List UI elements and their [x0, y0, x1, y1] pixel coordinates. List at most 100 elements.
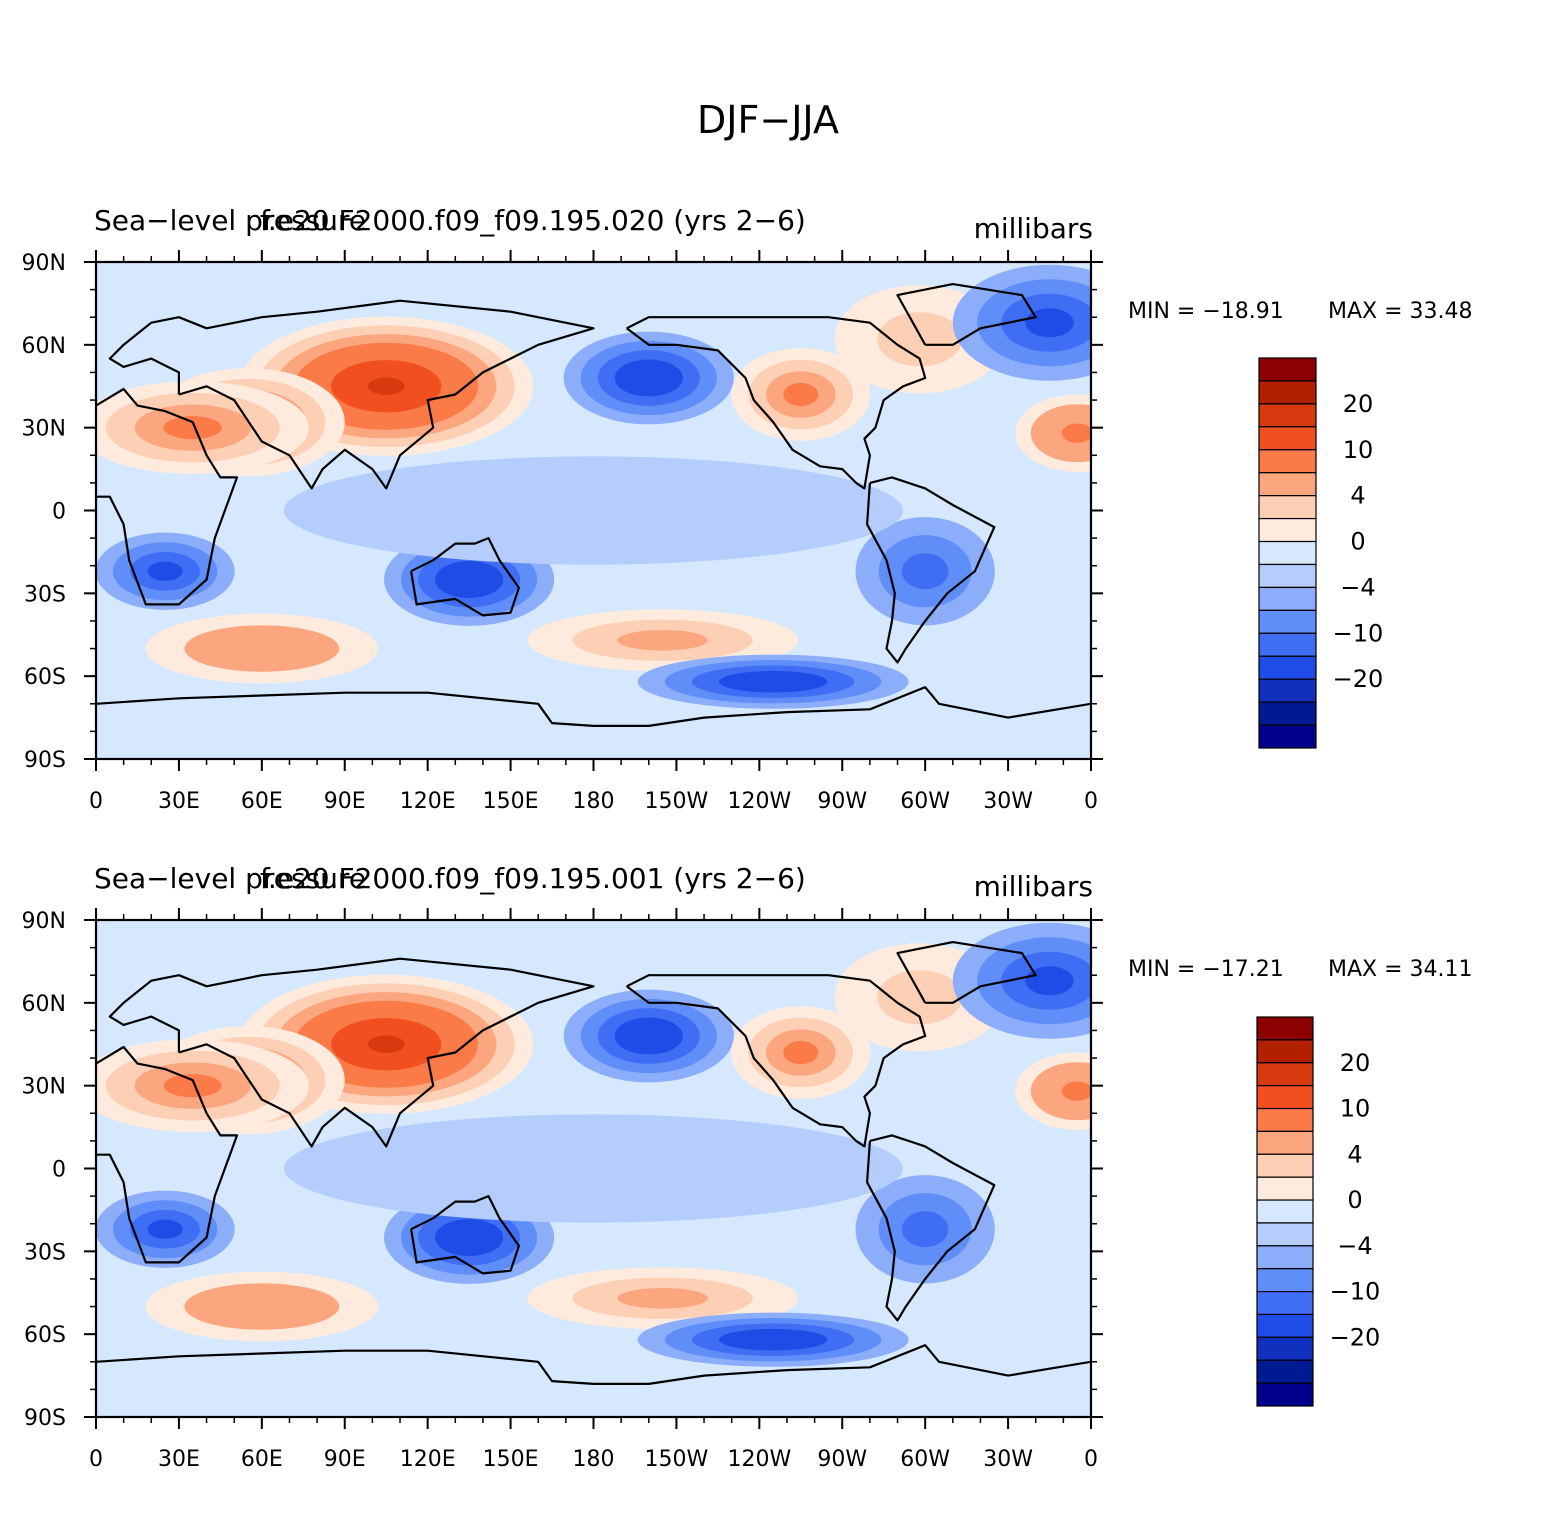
lat-tick-label: 60S [24, 1323, 66, 1348]
pressure-anomaly-contour [223, 1294, 301, 1319]
pressure-anomaly-contour [901, 1211, 949, 1248]
sea-level-pressure-map [96, 920, 1091, 1417]
colorbar-label: −10 [1333, 619, 1384, 647]
colorbar-swatch [1256, 1153, 1314, 1178]
pressure-anomaly-contour [631, 1026, 666, 1046]
map-axes: 90N 60N 30N 0 30S 60S 90S 0 30E 60E 90E 120E 150E 180… [22, 908, 1103, 1472]
coastline [96, 1045, 239, 1264]
colorbar-swatch [1258, 655, 1317, 680]
colorbar-swatch [1256, 1290, 1314, 1316]
lat-tick-label: 90S [24, 748, 66, 773]
lon-tick-label: 30W [983, 789, 1033, 814]
lat-tick-label: 30S [24, 582, 66, 607]
colorbar-label: 20 [1340, 1049, 1371, 1077]
pressure-anomaly-contour [901, 553, 949, 590]
colorbar-swatch [1256, 1245, 1314, 1270]
coastline [896, 283, 1037, 346]
colorbar-label: −4 [1337, 1232, 1372, 1260]
colorbar-swatch [1258, 449, 1317, 474]
coastline [108, 299, 595, 490]
coastline [626, 316, 927, 490]
pressure-anomaly-contour [783, 1040, 819, 1065]
pressure-anomaly-contour [1061, 423, 1091, 443]
lat-tick-label: 90N [22, 909, 66, 934]
pressure-anomaly-contour [1061, 1081, 1091, 1101]
colorbar-label: −20 [1333, 665, 1384, 693]
lat-tick-label: 0 [52, 500, 66, 525]
colorbar-label: −4 [1340, 573, 1375, 601]
lat-tick-label: 60N [22, 334, 66, 359]
pressure-anomaly-contour [746, 1334, 801, 1346]
colorbar-swatch [1258, 380, 1317, 405]
panel-max-label: MAX = 34.11 [1328, 957, 1473, 982]
pressure-anomaly-contour [223, 636, 301, 661]
colorbar-swatch [1256, 1107, 1314, 1133]
colorbar-label: 4 [1350, 482, 1365, 510]
pressure-anomaly-contour [617, 1287, 708, 1309]
colorbar-swatch [1256, 1382, 1314, 1407]
colorbar-label: 4 [1347, 1140, 1362, 1168]
colorbar-swatch [1258, 586, 1317, 611]
pressure-anomaly-contour [283, 456, 904, 565]
coastline [96, 1344, 1091, 1385]
colorbar-swatch [1258, 472, 1317, 497]
pressure-anomaly-contour [452, 1228, 487, 1247]
lon-tick-label: 90E [324, 1447, 366, 1472]
lon-tick-label: 0 [1084, 1447, 1098, 1472]
colorbar-swatch [1256, 1039, 1314, 1064]
colorbar-swatch [1258, 495, 1317, 520]
colorbar-swatch [1256, 1130, 1314, 1155]
coastline [866, 1134, 996, 1322]
panel-min-label: MIN = −17.21 [1128, 957, 1284, 982]
lon-tick-label: 0 [1084, 789, 1098, 814]
colorbar-label: 10 [1343, 436, 1374, 464]
colorbar-label: −20 [1330, 1323, 1381, 1351]
colorbar-swatch [1258, 724, 1317, 749]
colorbar-swatch [1258, 540, 1317, 566]
pressure-anomaly-contour [283, 1114, 904, 1223]
coastline [410, 1195, 520, 1275]
coastline [108, 957, 595, 1148]
colorbar-label: 0 [1350, 528, 1365, 556]
colorbar-swatch [1256, 1199, 1314, 1224]
colorbar-swatch [1256, 1176, 1314, 1201]
pressure-anomaly-contour [147, 1219, 183, 1239]
panel-field-label: Sea−level pressure [94, 862, 366, 895]
colorbar-swatch [1256, 1062, 1314, 1087]
colorbar: 20 10 4 0 −4 −10 −20 [1256, 1016, 1381, 1407]
lon-tick-label: 120W [727, 789, 791, 814]
coastline [96, 387, 239, 606]
lon-tick-label: 90W [817, 789, 867, 814]
colorbar-label: 0 [1347, 1186, 1362, 1214]
pressure-anomaly-contour [163, 1074, 222, 1098]
lat-tick-label: 60N [22, 992, 66, 1017]
colorbar-swatch [1256, 1222, 1314, 1247]
colorbar: 20 10 4 0 −4 −10 −20 [1258, 357, 1384, 749]
lon-tick-label: 30E [158, 1447, 200, 1472]
colorbar-swatch [1258, 403, 1317, 428]
pressure-anomaly-contour [617, 629, 708, 651]
lon-tick-label: 90W [817, 1447, 867, 1472]
lon-tick-label: 60W [900, 789, 950, 814]
pressure-anomaly-contour [147, 561, 183, 581]
lat-tick-label: 90S [24, 1406, 66, 1431]
colorbar-swatch [1256, 1016, 1314, 1041]
lat-tick-label: 90N [22, 251, 66, 276]
panel-min-label: MIN = −18.91 [1128, 299, 1284, 324]
lon-tick-label: 150W [645, 789, 709, 814]
lon-tick-label: 180 [573, 789, 615, 814]
lon-tick-label: 90E [324, 789, 366, 814]
colorbar-swatch [1256, 1268, 1314, 1293]
coastline [626, 974, 927, 1148]
pressure-anomaly-contour [163, 416, 222, 440]
lon-tick-label: 120E [400, 789, 456, 814]
lon-tick-label: 150E [483, 789, 539, 814]
lon-tick-label: 120W [727, 1447, 791, 1472]
lon-tick-label: 60W [900, 1447, 950, 1472]
lat-tick-label: 60S [24, 665, 66, 690]
pressure-anomaly-contour [877, 312, 963, 367]
pressure-anomaly-contour [877, 970, 963, 1025]
coastline [410, 537, 520, 617]
